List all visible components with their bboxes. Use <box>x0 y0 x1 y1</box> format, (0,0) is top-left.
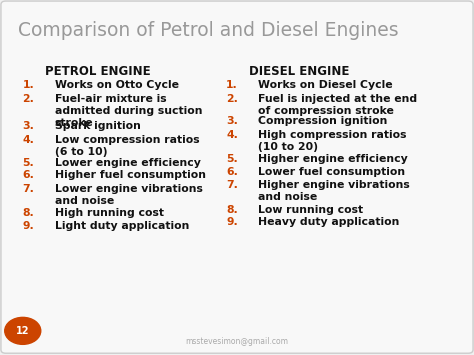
Text: 6.: 6. <box>22 170 34 180</box>
Text: 7.: 7. <box>22 184 34 193</box>
Text: Low compression ratios
(6 to 10): Low compression ratios (6 to 10) <box>55 135 199 157</box>
Text: 7.: 7. <box>226 180 238 190</box>
Text: 8.: 8. <box>22 208 34 218</box>
Circle shape <box>5 317 41 344</box>
Text: 1.: 1. <box>226 80 238 90</box>
Text: Low running cost: Low running cost <box>258 205 364 215</box>
Text: Works on Otto Cycle: Works on Otto Cycle <box>55 80 179 90</box>
Text: Heavy duty application: Heavy duty application <box>258 217 400 227</box>
Text: Higher engine efficiency: Higher engine efficiency <box>258 154 408 164</box>
Text: 9.: 9. <box>226 217 238 227</box>
Text: High compression ratios
(10 to 20): High compression ratios (10 to 20) <box>258 130 407 152</box>
Text: 5.: 5. <box>22 158 34 168</box>
Text: Comparison of Petrol and Diesel Engines: Comparison of Petrol and Diesel Engines <box>18 21 399 40</box>
Text: Light duty application: Light duty application <box>55 221 189 231</box>
Text: 9.: 9. <box>22 221 34 231</box>
Text: Lower fuel consumption: Lower fuel consumption <box>258 167 405 177</box>
Text: 2.: 2. <box>22 94 34 104</box>
Text: msstevesimon@gmail.com: msstevesimon@gmail.com <box>185 337 289 346</box>
Text: 2.: 2. <box>226 94 238 104</box>
Text: 3.: 3. <box>226 116 238 126</box>
Text: Lower engine efficiency: Lower engine efficiency <box>55 158 201 168</box>
Text: Compression ignition: Compression ignition <box>258 116 388 126</box>
Text: Higher engine vibrations
and noise: Higher engine vibrations and noise <box>258 180 410 202</box>
Text: 4.: 4. <box>226 130 238 140</box>
Text: Fuel-air mixture is
admitted during suction
stroke: Fuel-air mixture is admitted during suct… <box>55 94 202 128</box>
Text: 4.: 4. <box>22 135 34 145</box>
Text: 1.: 1. <box>22 80 34 90</box>
Text: PETROL ENGINE: PETROL ENGINE <box>45 65 151 78</box>
Text: 6.: 6. <box>226 167 238 177</box>
Text: Works on Diesel Cycle: Works on Diesel Cycle <box>258 80 393 90</box>
Text: 3.: 3. <box>22 121 34 131</box>
Text: 8.: 8. <box>226 205 238 215</box>
Text: Fuel is injected at the end
of compression stroke: Fuel is injected at the end of compressi… <box>258 94 418 116</box>
Text: High running cost: High running cost <box>55 208 164 218</box>
Text: 5.: 5. <box>226 154 238 164</box>
Text: Higher fuel consumption: Higher fuel consumption <box>55 170 206 180</box>
Text: Lower engine vibrations
and noise: Lower engine vibrations and noise <box>55 184 202 206</box>
Text: 12: 12 <box>16 326 29 336</box>
Text: Spark ignition: Spark ignition <box>55 121 140 131</box>
Text: DIESEL ENGINE: DIESEL ENGINE <box>249 65 349 78</box>
